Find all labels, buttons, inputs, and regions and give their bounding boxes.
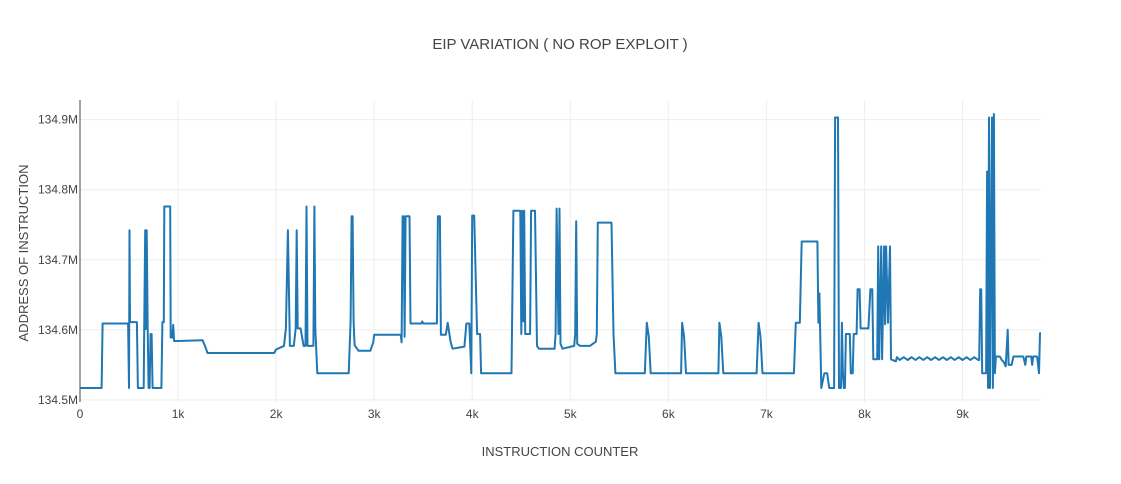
y-tick-label: 134.5M [38,393,78,407]
y-axis-title: ADDRESS OF INSTRUCTION [16,165,31,342]
y-tick-label: 134.6M [38,323,78,337]
x-tick-label: 4k [466,407,480,421]
series-line [80,113,1041,389]
x-tick-label: 7k [760,407,774,421]
x-tick-label: 3k [368,407,382,421]
y-tick-label: 134.7M [38,253,78,267]
y-tick-label: 134.9M [38,113,78,127]
x-tick-label: 1k [172,407,186,421]
x-tick-label: 0 [77,407,84,421]
chart-title: EIP VARIATION ( NO ROP EXPLOIT ) [432,36,687,53]
tick-labels: 0 1k 2k 3k 4k 5k 6k 7k 8k 9k 134.5M 134.6M 134.7M 134… [38,113,970,421]
x-tick-label: 9k [956,407,970,421]
x-tick-label: 6k [662,407,676,421]
x-tick-label: 8k [858,407,872,421]
y-tick-label: 134.8M [38,183,78,197]
x-tick-label: 2k [270,407,284,421]
x-tick-label: 5k [564,407,578,421]
plot-area [80,113,1041,389]
x-axis-title: INSTRUCTION COUNTER [482,444,639,459]
